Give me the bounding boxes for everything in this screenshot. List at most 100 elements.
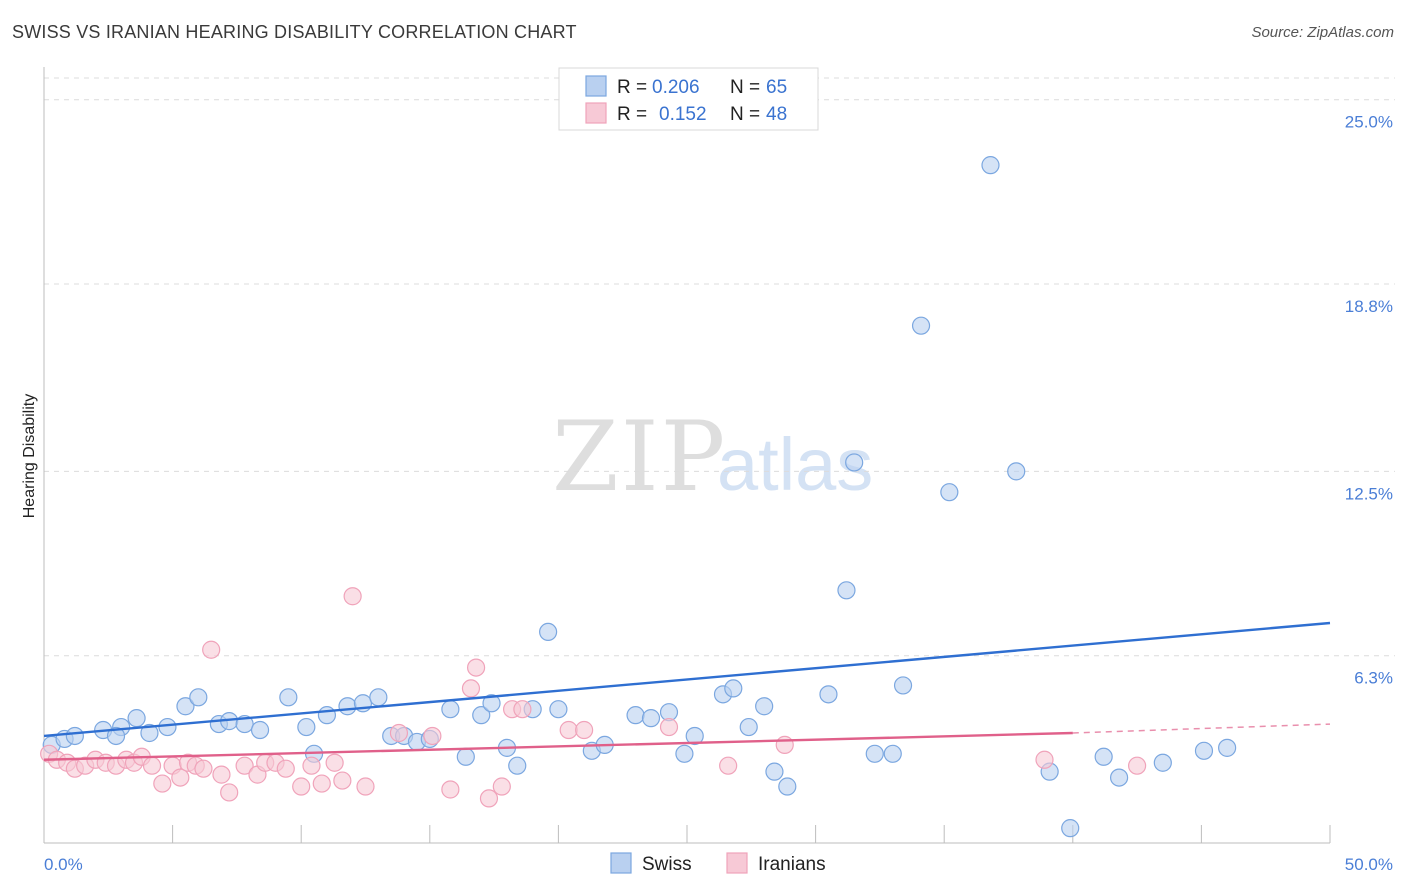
point-swiss <box>127 709 146 728</box>
point-swiss <box>1153 753 1172 772</box>
point-swiss <box>539 622 558 642</box>
point-iranians <box>235 756 254 775</box>
point-swiss <box>250 720 270 740</box>
point-iranians <box>492 777 511 796</box>
point-swiss <box>739 717 758 737</box>
point-swiss <box>940 483 959 502</box>
point-iranians <box>719 756 738 775</box>
point-iranians <box>292 777 311 796</box>
legend-label-swiss: Swiss <box>642 854 692 875</box>
legend-swatch-swiss <box>610 852 632 874</box>
point-swiss <box>482 694 501 713</box>
legend-r-label: R = <box>617 104 647 125</box>
point-swiss <box>158 717 177 737</box>
y-tick-label: 12.5% <box>1345 484 1393 503</box>
point-iranians <box>466 658 486 677</box>
trend-line-iranians <box>43 731 1073 761</box>
point-swiss <box>369 688 388 707</box>
point-iranians <box>356 777 375 796</box>
point-swiss <box>845 453 864 472</box>
point-swiss <box>626 706 645 725</box>
point-swiss <box>338 697 357 716</box>
point-swiss <box>1194 741 1214 760</box>
source-label: Source: ZipAtlas.com <box>1251 24 1394 41</box>
x-tick-label: 0.0% <box>44 855 83 874</box>
point-iranians <box>153 774 172 793</box>
point-swiss <box>176 697 195 716</box>
point-iranians <box>479 789 499 808</box>
point-swiss <box>1007 462 1026 481</box>
trend-line-swiss <box>43 621 1331 738</box>
point-swiss <box>456 747 475 766</box>
point-iranians <box>389 723 409 743</box>
legend-r-label: R = <box>617 77 647 98</box>
axes <box>43 67 1331 844</box>
point-iranians <box>302 756 321 775</box>
point-iranians <box>461 679 481 698</box>
chart-title: SWISS VS IRANIAN HEARING DISABILITY CORR… <box>12 22 577 42</box>
legend-n-label: N = <box>730 77 760 98</box>
point-swiss <box>819 685 838 704</box>
point-iranians <box>575 720 594 740</box>
point-swiss <box>549 700 568 719</box>
point-swiss <box>297 717 316 737</box>
legend-stats: R = 0.206 N = 65 R = 0.152 N = 48 <box>558 67 819 131</box>
point-iranians <box>312 774 331 793</box>
point-iranians <box>559 720 578 740</box>
point-swiss <box>641 709 661 728</box>
point-swiss <box>189 688 208 707</box>
point-swiss <box>140 723 159 743</box>
point-swiss <box>755 697 774 716</box>
legend-swatch-swiss <box>585 75 607 97</box>
legend-n-value: 65 <box>766 77 787 98</box>
point-swiss <box>893 676 913 695</box>
point-iranians <box>171 768 190 787</box>
watermark: ZIP atlas <box>552 401 873 513</box>
point-iranians <box>276 759 295 778</box>
point-iranians <box>1127 756 1147 775</box>
point-iranians <box>333 771 352 790</box>
point-swiss <box>724 679 743 698</box>
point-iranians <box>325 753 344 772</box>
point-swiss <box>675 744 694 763</box>
point-swiss <box>441 700 460 719</box>
point-iranians <box>1035 750 1054 769</box>
point-swiss <box>1094 747 1113 766</box>
point-swiss <box>685 726 704 746</box>
point-iranians <box>142 756 162 775</box>
point-swiss <box>837 581 856 600</box>
legend-n-label: N = <box>730 104 760 125</box>
point-swiss <box>106 726 126 746</box>
y-tick-label: 18.8% <box>1345 297 1393 316</box>
legend-r-value: 0.206 <box>652 77 700 98</box>
legend-swatch-iranians <box>726 852 748 874</box>
point-swiss <box>778 777 797 796</box>
point-iranians <box>659 717 679 737</box>
x-tick-labels: 0.0% 50.0% <box>44 855 1393 874</box>
point-iranians <box>513 700 532 719</box>
point-swiss <box>911 316 931 335</box>
point-iranians <box>343 587 362 606</box>
point-swiss <box>65 726 84 746</box>
point-iranians <box>775 735 794 754</box>
point-swiss <box>508 756 527 775</box>
y-axis-title: Hearing Disability <box>21 394 38 519</box>
legend-swatch-iranians <box>585 102 607 124</box>
legend-series: Swiss Iranians <box>610 852 826 875</box>
point-swiss <box>765 762 784 781</box>
legend-label-iranians: Iranians <box>758 854 826 875</box>
point-swiss <box>981 156 1000 175</box>
point-swiss <box>317 706 337 725</box>
point-iranians <box>202 640 221 659</box>
legend-n-value: 48 <box>766 104 787 125</box>
point-iranians <box>220 783 239 802</box>
point-swiss <box>279 688 298 707</box>
point-iranians <box>441 780 460 799</box>
point-swiss <box>1061 819 1080 838</box>
trend-line-extension-iranians <box>1072 723 1331 734</box>
point-iranians <box>212 765 231 784</box>
y-tick-labels: 6.3% 12.5% 18.8% 25.0% <box>1345 113 1393 688</box>
point-swiss <box>472 706 491 725</box>
y-tick-label: 6.3% <box>1354 669 1393 688</box>
